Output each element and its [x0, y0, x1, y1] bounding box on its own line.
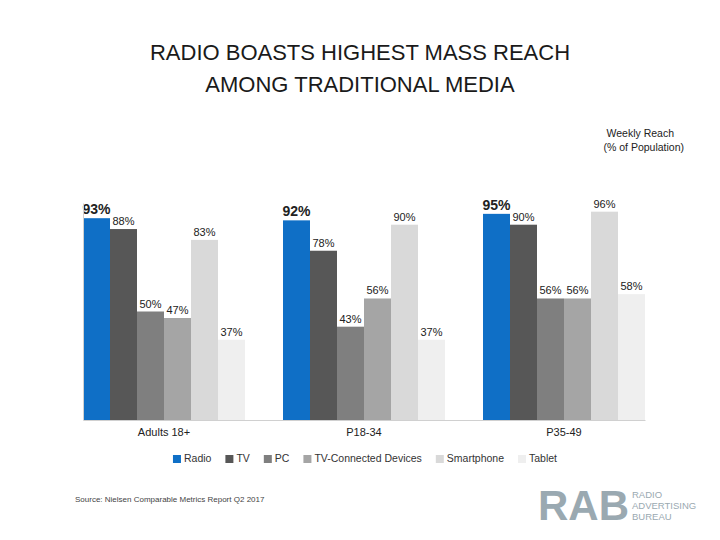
data-label: 83%	[193, 226, 215, 238]
x-tick: P35-49	[546, 420, 581, 438]
bar	[483, 214, 510, 420]
data-label: 50%	[139, 298, 161, 310]
bar	[83, 218, 110, 420]
bar	[391, 225, 418, 420]
legend-label: PC	[275, 452, 290, 464]
legend-item: Tablet	[518, 452, 557, 464]
x-tick-label: P35-49	[546, 426, 581, 438]
data-label: 56%	[566, 284, 588, 296]
title-line: AMONG TRADITIONAL MEDIA	[205, 72, 515, 97]
data-label: 43%	[339, 313, 361, 325]
bar	[110, 229, 137, 420]
legend-item: TV	[225, 452, 249, 464]
data-label: 47%	[166, 304, 188, 316]
bar	[537, 298, 564, 420]
x-axis-line	[84, 420, 646, 421]
x-tick-label: P18-34	[346, 426, 381, 438]
data-label: 78%	[312, 237, 334, 249]
bar	[510, 225, 537, 420]
bars	[83, 212, 645, 420]
data-label: 95%	[482, 197, 511, 213]
x-axis: Adults 18+ P18-34 P35-49	[84, 420, 646, 438]
y-axis	[83, 204, 84, 421]
logo-text: RADIOADVERTISINGBUREAU	[632, 489, 696, 522]
data-label: 37%	[220, 326, 242, 338]
data-labels: 93% 92% 95% 88% 78% 90% 50% 43% 56% 47% 56% 56% 83% 9…	[82, 197, 642, 338]
logo-mark: RAB	[538, 482, 629, 529]
subtitle: Weekly Reach (% of Population)	[603, 127, 684, 153]
data-label: 37%	[420, 326, 442, 338]
bar	[337, 327, 364, 420]
bar	[418, 340, 445, 420]
data-label: 88%	[112, 215, 134, 227]
data-label: 92%	[282, 203, 311, 219]
bar	[283, 220, 310, 420]
title-line: RADIO BOASTS HIGHEST MASS REACH	[150, 40, 570, 65]
legend-label: Tablet	[529, 452, 557, 464]
bar	[218, 340, 245, 420]
bar	[591, 212, 618, 420]
bar	[310, 251, 337, 420]
legend-item: Radio	[173, 452, 212, 464]
bar	[191, 240, 218, 420]
logo-text-line: ADVERTISING	[632, 500, 696, 511]
chart: RADIO BOASTS HIGHEST MASS REACH AMONG TRA…	[0, 0, 720, 540]
title: RADIO BOASTS HIGHEST MASS REACH AMONG TRA…	[150, 40, 570, 97]
x-tick: P18-34	[346, 420, 381, 438]
data-label: 96%	[593, 198, 615, 210]
legend-swatch	[518, 455, 526, 463]
legend-swatch	[173, 455, 181, 463]
bar	[364, 298, 391, 420]
subtitle-line: (% of Population)	[603, 141, 684, 153]
legend-item: Smartphone	[436, 452, 504, 464]
logo-text-line: BUREAU	[632, 511, 672, 522]
legend-label: TV-Connected Devices	[314, 452, 421, 464]
legend-label: TV	[236, 452, 249, 464]
legend-swatch	[225, 455, 233, 463]
x-tick: Adults 18+	[138, 420, 190, 438]
y-axis-line	[83, 204, 84, 421]
legend: Radio TV PC TV-Connected Devices Smartphone T…	[173, 452, 557, 464]
x-tick-label: Adults 18+	[138, 426, 190, 438]
legend-swatch	[264, 455, 272, 463]
data-label: 93%	[82, 201, 111, 217]
bar	[137, 312, 164, 421]
source: Source: Nielsen Comparable Metrics Repor…	[75, 495, 265, 504]
subtitle-line: Weekly Reach	[606, 127, 674, 139]
data-label: 90%	[393, 211, 415, 223]
data-label: 56%	[539, 284, 561, 296]
legend-item: TV-Connected Devices	[303, 452, 421, 464]
legend-label: Smartphone	[447, 452, 504, 464]
data-label: 90%	[512, 211, 534, 223]
data-label: 56%	[366, 284, 388, 296]
bar	[618, 294, 645, 420]
legend-swatch	[436, 455, 444, 463]
bar	[164, 318, 191, 420]
legend-swatch	[303, 455, 311, 463]
legend-label: Radio	[184, 452, 212, 464]
data-label: 58%	[620, 280, 642, 292]
legend-item: PC	[264, 452, 290, 464]
bar	[564, 298, 591, 420]
logo-text-line: RADIO	[632, 489, 662, 500]
